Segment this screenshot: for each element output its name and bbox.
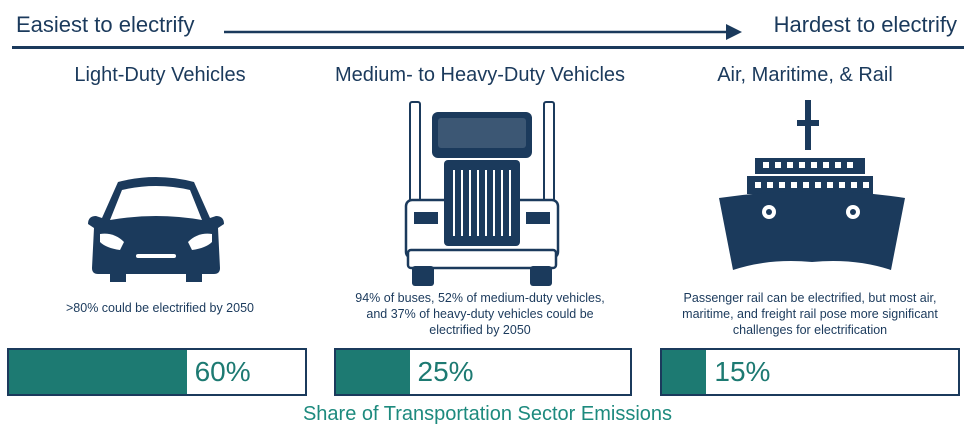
hardest-label: Hardest to electrify bbox=[773, 12, 957, 37]
truck-icon bbox=[404, 101, 560, 286]
share-value-label: 15% bbox=[714, 356, 771, 387]
share-footer-title: Share of Transportation Sector Emissions bbox=[302, 403, 673, 425]
ship-icon bbox=[719, 100, 905, 270]
header-divider bbox=[12, 46, 964, 49]
arrow-right-icon bbox=[224, 24, 742, 40]
share-bar-fill bbox=[662, 350, 707, 394]
column-title-heavy-duty: Medium- to Heavy-Duty Vehicles bbox=[334, 64, 626, 86]
caption-heavy-duty: 94% of buses, 52% of medium-duty vehicle… bbox=[355, 291, 605, 337]
caption-air-maritime-rail: Passenger rail can be electrified, but m… bbox=[682, 291, 938, 337]
easiest-label: Easiest to electrify bbox=[16, 12, 195, 37]
share-value-label: 25% bbox=[417, 356, 474, 387]
share-bar-air-maritime-rail: 15% bbox=[660, 348, 960, 396]
caption-light-duty: >80% could be electrified by 2050 bbox=[66, 301, 254, 315]
column-title-air-maritime-rail: Air, Maritime, & Rail bbox=[717, 64, 893, 86]
share-bar-light-duty: 60% bbox=[7, 348, 307, 396]
share-bar-fill bbox=[9, 350, 187, 394]
column-title-light-duty: Light-Duty Vehicles bbox=[74, 64, 246, 86]
share-bar-fill bbox=[336, 350, 410, 394]
share-bar-heavy-duty: 25% bbox=[334, 348, 632, 396]
car-icon bbox=[88, 177, 224, 282]
share-value-label: 60% bbox=[194, 356, 251, 387]
